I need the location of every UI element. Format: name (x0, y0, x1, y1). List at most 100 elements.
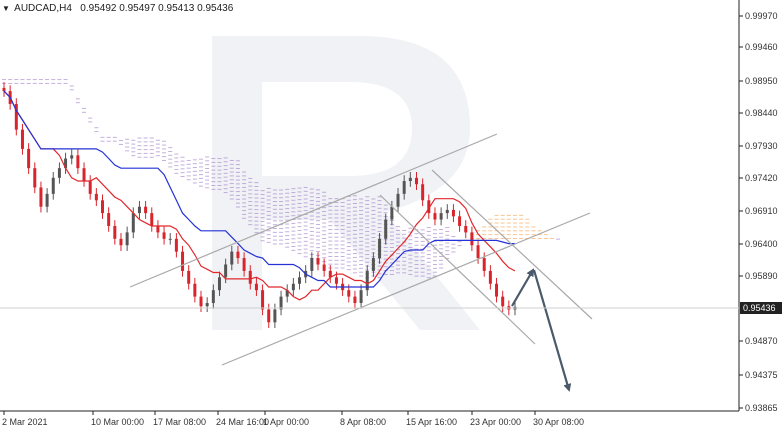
candle-body (421, 184, 425, 201)
candle-body (137, 206, 141, 214)
forecast-arrow-down (532, 269, 572, 392)
x-axis: 2 Mar 2021 10 Mar 00:00 17 Mar 08:00 24 Mar… (2, 411, 584, 427)
y-tick-label: 0.96910 (745, 206, 778, 216)
candle-body (45, 193, 49, 207)
candle-body (33, 168, 37, 188)
candle-body (236, 251, 240, 259)
candle-body (396, 193, 400, 207)
candle-body (168, 238, 172, 240)
candle-body (390, 206, 394, 220)
candle-body (365, 270, 369, 291)
candle-body (408, 177, 412, 182)
candle-body (64, 158, 68, 169)
close-value: 0.95436 (197, 3, 234, 14)
candle-body (82, 168, 86, 182)
candle-body (70, 155, 74, 159)
x-tick-label: 15 Apr 16:00 (406, 417, 457, 427)
candle-body (328, 270, 332, 278)
channel-rising-upper (129, 133, 498, 288)
candle-body (451, 209, 455, 217)
candle-body (433, 213, 437, 220)
candle-body (144, 206, 148, 214)
candle-body (125, 232, 129, 246)
candle-body (224, 264, 228, 278)
candle-body (322, 264, 326, 271)
axes (0, 0, 740, 412)
candle-body (353, 296, 357, 304)
ichimoku-cloud (2, 79, 561, 279)
candle-body (107, 213, 111, 226)
candle-body (347, 290, 351, 297)
candle-body (94, 193, 98, 201)
candle-body (359, 290, 363, 304)
tenkan-line (3, 90, 516, 301)
candle-body (248, 270, 252, 284)
y-tick-label: 0.97930 (745, 141, 778, 151)
candle-body (445, 209, 449, 214)
current-price-box: 0.95436 (0, 302, 782, 314)
candle-body (242, 258, 246, 271)
candle-body (427, 200, 431, 214)
candle-body (402, 181, 406, 194)
candle-body (119, 238, 123, 246)
y-tick-label: 0.94870 (745, 336, 778, 346)
candle-body (187, 270, 191, 284)
y-tick-label: 0.99460 (745, 42, 778, 52)
x-tick-label: 17 Mar 08:00 (153, 417, 206, 427)
candle-body (470, 232, 474, 246)
channel-falling-lower (379, 194, 536, 345)
low-value: 0.95413 (158, 3, 195, 14)
candle-body (27, 148, 31, 169)
candles (2, 82, 517, 329)
candle-body (501, 296, 505, 307)
x-tick-label: 30 Apr 08:00 (533, 417, 584, 427)
symbol-label: AUDCAD,H4 (14, 3, 72, 14)
candle-body (488, 270, 492, 284)
candle-body (181, 251, 185, 271)
candle-body (14, 103, 18, 130)
candle-body (162, 232, 166, 239)
x-tick-label: 8 Apr 08:00 (340, 417, 386, 427)
y-tick-label: 0.95890 (745, 271, 778, 281)
dropdown-triangle-icon[interactable]: ▼ (2, 4, 10, 13)
y-axis: 0.99970 0.99460 0.98950 0.98440 0.97930 0.974… (739, 11, 778, 413)
current-price-bg (740, 302, 782, 314)
forecast-arrows (511, 268, 572, 392)
candle-body (273, 309, 277, 323)
high-value: 0.95497 (119, 3, 156, 14)
x-tick-label: 1 Apr 00:00 (263, 417, 309, 427)
candle-body (378, 238, 382, 259)
y-tick-label: 0.94375 (745, 370, 778, 380)
candle-body (298, 277, 302, 284)
channel-falling-upper (431, 169, 593, 320)
y-tick-label: 0.99970 (745, 11, 778, 21)
candle-body (267, 309, 271, 323)
candle-body (310, 258, 314, 271)
watermark-r-shape (212, 36, 480, 330)
candle-body (39, 187, 43, 207)
y-tick-label: 0.97420 (745, 173, 778, 183)
candle-body (88, 181, 92, 194)
y-tick-label: 0.96400 (745, 239, 778, 249)
forecast-arrow-up (511, 268, 535, 307)
candle-body (279, 296, 283, 310)
x-tick-label: 2 Mar 2021 (2, 417, 48, 427)
chart-header: ▼ AUDCAD,H4 0.95492 0.95497 0.95413 0.95… (2, 3, 233, 14)
candle-body (131, 213, 135, 233)
candle-body (482, 258, 486, 271)
candle-body (193, 283, 197, 297)
candle-body (57, 168, 61, 178)
candle-body (113, 225, 117, 239)
candle-body (464, 225, 468, 233)
candle-body (2, 87, 6, 92)
channel-rising-lower (221, 212, 591, 366)
current-price-label: 0.95436 (743, 303, 776, 313)
candle-body (261, 290, 265, 310)
candle-body (174, 238, 178, 252)
candle-body (156, 225, 160, 233)
candle-body (205, 303, 209, 307)
candle-body (371, 258, 375, 271)
x-tick-label: 23 Apr 00:00 (470, 417, 521, 427)
candle-body (101, 200, 105, 214)
